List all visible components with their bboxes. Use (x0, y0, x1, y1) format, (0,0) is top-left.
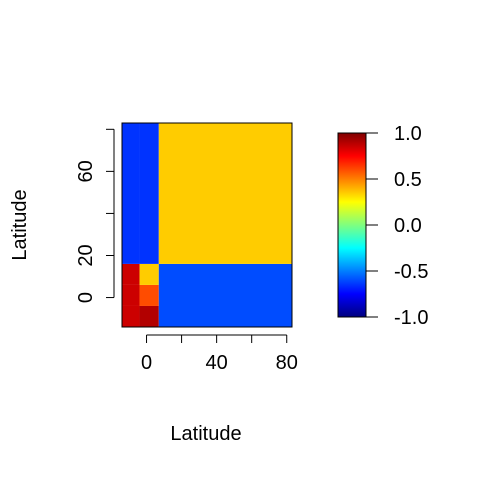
colorbar-tick-label-4: -1.0 (394, 307, 428, 329)
colorbar-tick-label-2: 0.0 (394, 215, 422, 237)
colorbar-legend: 1.0 0.5 0.0 -0.5 -1.0 (337, 123, 428, 329)
heatmap-block-2 (122, 263, 140, 285)
colorbar-tick-label-3: -0.5 (394, 261, 428, 283)
heatmap-block-5 (139, 263, 159, 285)
plot-frame (121, 122, 293, 328)
y-axis-label: Latitude (9, 189, 31, 260)
x-tick-label-0: 0 (141, 352, 152, 374)
colorbar-tick-label-1: 0.5 (394, 169, 422, 191)
colorbar-gradient (337, 132, 367, 318)
heatmap-block-9 (158, 123, 292, 264)
x-tick-label-2: 40 (206, 352, 228, 374)
heatmap-block-0 (122, 305, 140, 327)
x-tick-label-4: 80 (276, 352, 298, 374)
y-tick-label-3: 60 (75, 160, 97, 182)
heatmap-block-4 (139, 284, 159, 306)
y-tick-label-1: 20 (75, 244, 97, 266)
heatmap-block-1 (122, 284, 140, 306)
x-axis: 0 40 80 (141, 334, 298, 374)
heatmap-block-6 (122, 123, 140, 264)
heatmap-block-3 (139, 305, 159, 327)
x-axis-label: Latitude (170, 423, 241, 445)
heatmap-block-8 (158, 263, 292, 327)
heatmap-block-7 (139, 123, 159, 264)
y-tick-label-0: 0 (75, 292, 97, 303)
y-axis: 0 20 60 (75, 128, 115, 303)
heatmap-cells (122, 123, 292, 327)
colorbar-tick-label-0: 1.0 (394, 123, 422, 145)
